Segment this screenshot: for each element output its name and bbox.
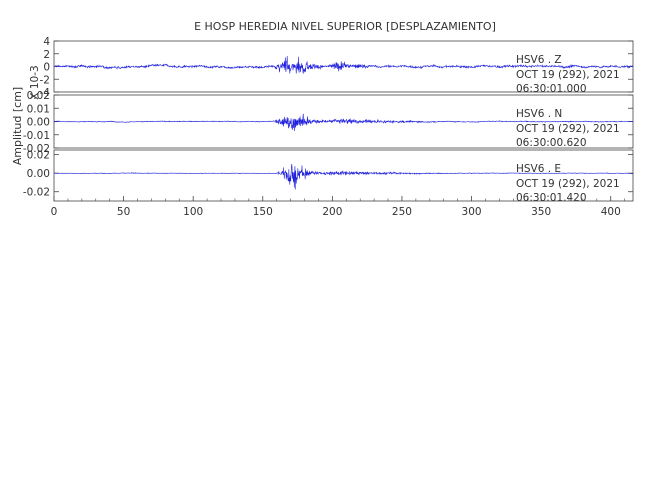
scale-label: X 10-3 — [29, 65, 41, 99]
waveform-trace — [53, 113, 634, 132]
panel-hsv6-e: 0.02 0.00 -0.02 HSV6 . E OCT 19 (292), 2021 0… — [23, 149, 634, 204]
y-tick-label: -4 — [40, 87, 51, 99]
chart-title: E HOSP HEREDIA NIVEL SUPERIOR [DESPLAZAM… — [194, 20, 496, 33]
waveform-trace — [53, 164, 634, 190]
x-tick-label: 300 — [462, 206, 482, 218]
station-label: HSV6 . E — [516, 163, 561, 175]
time-label: 06:30:00.620 — [516, 137, 587, 149]
panel-hsv6-z: 420-2-4X 10-3 HSV6 . Z OCT 19 (292), 2021 0… — [29, 36, 634, 100]
y-tick-label: 0.01 — [27, 103, 50, 115]
y-tick-label: -0.02 — [23, 143, 50, 155]
panel-hsv6-n: 0.020.01 0.00-0.01-0.02 HSV6 . N OCT 19 (29… — [23, 90, 634, 155]
y-axis-label: Amplitud [cm] — [11, 87, 24, 165]
date-label: OCT 19 (292), 2021 — [516, 69, 620, 81]
x-tick-label: 100 — [183, 206, 203, 218]
x-tick-label: 350 — [531, 206, 551, 218]
y-tick-label: -0.01 — [23, 130, 50, 142]
x-tick-label: 50 — [117, 206, 130, 218]
x-tick-label: 400 — [601, 206, 621, 218]
y-tick-label: 2 — [43, 49, 50, 61]
y-tick-label: 0.00 — [27, 117, 50, 129]
y-tick-label: 0 — [43, 62, 50, 74]
x-axis: 0 50 100 150 200 250 300 350 400 — [51, 196, 625, 218]
x-tick-label: 250 — [392, 206, 412, 218]
date-label: OCT 19 (292), 2021 — [516, 123, 620, 135]
y-tick-label: 0.00 — [27, 168, 50, 180]
time-label: 06:30:01.000 — [516, 83, 587, 95]
y-tick-label: 0.02 — [27, 90, 50, 102]
x-tick-label: 150 — [253, 206, 273, 218]
date-label: OCT 19 (292), 2021 — [516, 178, 620, 190]
station-label: HSV6 . Z — [516, 54, 562, 66]
y-tick-label: 0.02 — [27, 150, 50, 162]
x-tick-label: 0 — [51, 206, 58, 218]
time-label: 06:30:01.420 — [516, 192, 587, 204]
waveform-trace — [53, 55, 634, 75]
y-tick-label: -0.02 — [23, 187, 50, 199]
y-tick-label: -2 — [40, 74, 50, 86]
x-tick-label: 200 — [322, 206, 342, 218]
station-label: HSV6 . N — [516, 108, 562, 120]
y-tick-label: 4 — [43, 36, 50, 48]
panel-frame — [53, 149, 634, 202]
